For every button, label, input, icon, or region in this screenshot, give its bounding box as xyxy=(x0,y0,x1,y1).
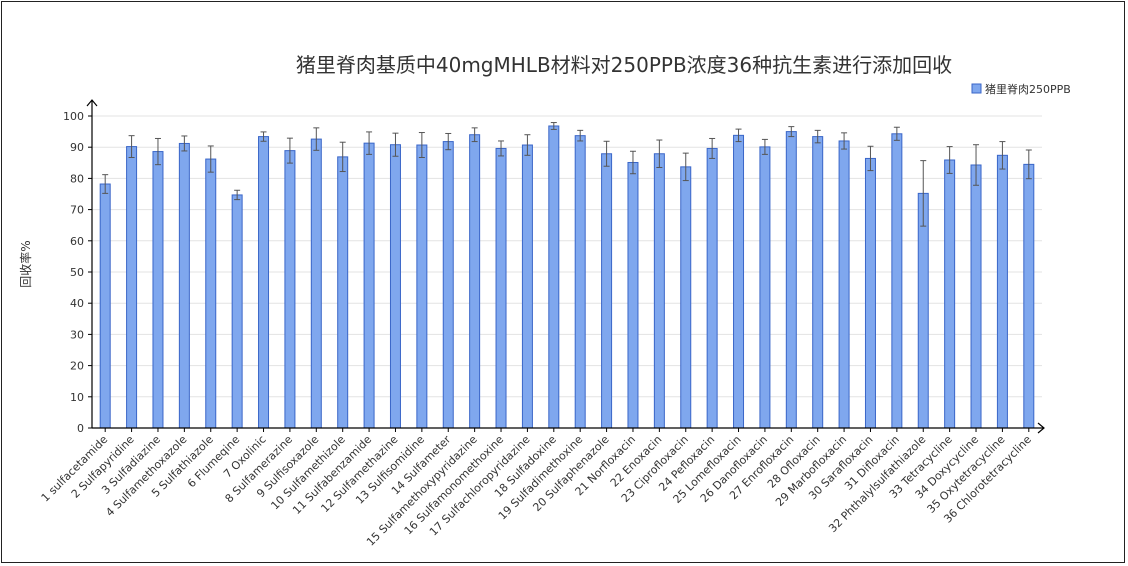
bar[interactable] xyxy=(917,192,929,429)
axes xyxy=(86,99,1045,434)
bar[interactable] xyxy=(337,156,349,429)
y-tick-label: 30 xyxy=(70,328,84,341)
bar[interactable] xyxy=(205,158,217,429)
bar[interactable] xyxy=(838,140,850,429)
bar[interactable] xyxy=(363,142,375,429)
bar[interactable] xyxy=(389,144,401,429)
bar[interactable] xyxy=(1023,163,1035,429)
y-tick-label: 20 xyxy=(70,360,84,373)
y-tick-label: 0 xyxy=(77,422,84,435)
x-axis-arrow xyxy=(1037,422,1045,434)
bar[interactable] xyxy=(812,136,824,429)
y-axis-arrow xyxy=(86,99,98,107)
bar[interactable] xyxy=(627,161,639,429)
bar[interactable] xyxy=(706,147,718,429)
bar[interactable] xyxy=(126,146,138,429)
y-tick-label: 90 xyxy=(70,141,84,154)
bar[interactable] xyxy=(310,138,322,429)
bar[interactable] xyxy=(680,166,692,429)
legend-swatch xyxy=(971,83,982,94)
y-tick-label: 50 xyxy=(70,266,84,279)
y-tick-label: 40 xyxy=(70,297,84,310)
bar[interactable] xyxy=(864,157,876,429)
y-tick-label: 80 xyxy=(70,172,84,185)
legend-label: 猪里脊肉250PPB xyxy=(985,82,1071,96)
y-tick-labels: 0 10 20 30 40 50 60 70 80 90 100 xyxy=(63,110,92,435)
bar[interactable] xyxy=(178,142,190,429)
bar[interactable] xyxy=(733,134,745,429)
bars xyxy=(99,122,1035,429)
bar[interactable] xyxy=(785,131,797,429)
bar[interactable] xyxy=(970,164,982,429)
legend[interactable]: 猪里脊肉250PPB xyxy=(971,82,1071,96)
y-tick-label: 10 xyxy=(70,391,84,404)
bar[interactable] xyxy=(284,150,296,429)
bar[interactable] xyxy=(601,153,613,429)
bar[interactable] xyxy=(469,134,481,429)
bar[interactable] xyxy=(495,147,507,429)
bar[interactable] xyxy=(258,136,270,429)
bar[interactable] xyxy=(574,135,586,429)
bar[interactable] xyxy=(759,146,771,429)
bar[interactable] xyxy=(996,154,1008,429)
y-axis-label: 回收率% xyxy=(18,240,33,287)
bar[interactable] xyxy=(521,144,533,429)
bar[interactable] xyxy=(548,125,560,429)
bar[interactable] xyxy=(944,159,956,429)
bar[interactable] xyxy=(442,141,454,429)
bar[interactable] xyxy=(653,153,665,429)
bar[interactable] xyxy=(416,144,428,429)
chart-title: 猪里脊肉基质中40mgMHLB材料对250PPB浓度36种抗生素进行添加回收 xyxy=(296,53,952,77)
gridlines xyxy=(92,115,1042,398)
bar[interactable] xyxy=(891,133,903,429)
bar[interactable] xyxy=(99,183,111,429)
y-tick-label: 100 xyxy=(63,110,84,123)
bar[interactable] xyxy=(152,151,164,429)
bar[interactable] xyxy=(231,194,243,429)
y-tick-label: 70 xyxy=(70,204,84,217)
y-tick-label: 60 xyxy=(70,235,84,248)
